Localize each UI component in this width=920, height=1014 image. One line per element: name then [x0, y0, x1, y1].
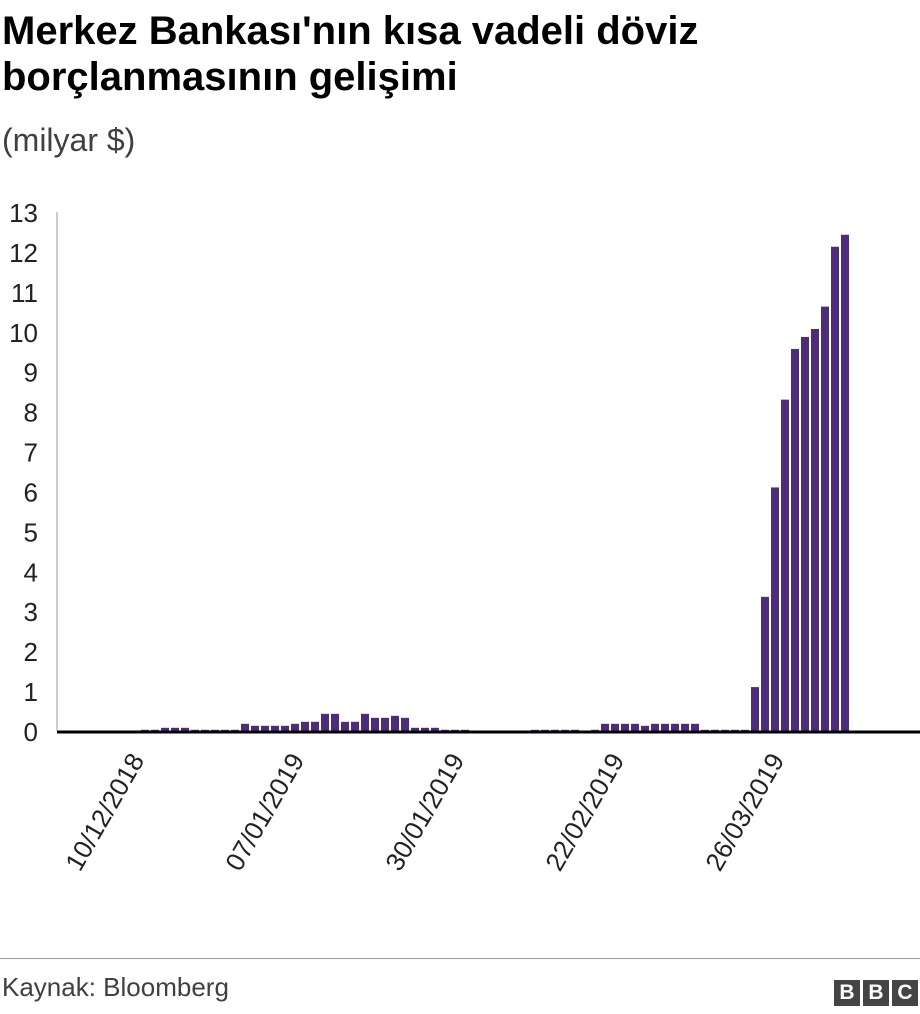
x-tick-label: 10/12/2018: [59, 748, 150, 876]
bar: [441, 729, 449, 731]
bar: [551, 729, 559, 731]
bar: [251, 725, 259, 731]
bar: [801, 336, 809, 731]
bar: [271, 725, 279, 731]
y-tick-label: 9: [24, 358, 38, 388]
x-tick-label: 30/01/2019: [379, 748, 470, 876]
bar: [321, 713, 329, 731]
bar: [371, 717, 379, 731]
y-tick-label: 2: [24, 637, 38, 667]
bar: [361, 713, 369, 731]
bar: [281, 725, 289, 731]
y-tick-label: 1: [24, 677, 38, 707]
bar: [211, 729, 219, 731]
bar: [781, 399, 789, 731]
bar: [431, 727, 439, 731]
bar: [811, 328, 819, 731]
bar: [311, 721, 319, 731]
bar: [671, 723, 679, 731]
bar: [531, 729, 539, 731]
bar: [561, 729, 569, 731]
bar: [751, 687, 759, 731]
y-tick-label: 0: [24, 717, 38, 747]
bar: [341, 721, 349, 731]
bar: [401, 717, 409, 731]
bar: [771, 487, 779, 731]
bar: [331, 713, 339, 731]
bar: [151, 729, 159, 731]
bar: [601, 723, 609, 731]
bar: [411, 727, 419, 731]
source-note: Kaynak: Bloomberg: [2, 972, 229, 1002]
bar: [731, 729, 739, 731]
bar: [171, 727, 179, 731]
bar: [571, 729, 579, 731]
bar: [351, 721, 359, 731]
bar: [711, 729, 719, 731]
y-tick-label: 3: [24, 597, 38, 627]
bar: [201, 729, 209, 731]
bar: [541, 729, 549, 731]
bar: [221, 729, 229, 731]
bar: [261, 725, 269, 731]
bar: [451, 729, 459, 731]
bar: [381, 717, 389, 731]
bar: [841, 234, 849, 731]
y-tick-label: 5: [24, 517, 38, 547]
footer-divider: [0, 958, 920, 959]
bar: [661, 723, 669, 731]
bar: [651, 723, 659, 731]
bar: [181, 727, 189, 731]
bar: [761, 596, 769, 731]
bar: [161, 727, 169, 731]
bar: [791, 348, 799, 731]
bar: [721, 729, 729, 731]
bar: [691, 723, 699, 731]
bar: [681, 723, 689, 731]
y-tick-label: 10: [9, 318, 38, 348]
y-tick-label: 12: [9, 238, 38, 268]
bar: [241, 723, 249, 731]
bar: [301, 721, 309, 731]
bar: [701, 729, 709, 731]
chart-subtitle: (milyar $): [2, 122, 136, 158]
bar: [611, 723, 619, 731]
bar: [391, 715, 399, 731]
y-tick-label: 4: [24, 557, 38, 587]
x-tick-label: 26/03/2019: [699, 748, 790, 876]
chart-title: Merkez Bankası'nın kısa vadeli döviz bor…: [2, 9, 699, 99]
bar: [191, 729, 199, 731]
bar: [231, 729, 239, 731]
bar: [641, 725, 649, 731]
bar: [291, 723, 299, 731]
bar: [821, 306, 829, 731]
y-tick-label: 11: [11, 278, 38, 308]
x-tick-label: 07/01/2019: [219, 748, 310, 876]
bar: [421, 727, 429, 731]
bar: [631, 723, 639, 731]
y-tick-label: 8: [24, 398, 38, 428]
bar: [591, 729, 599, 731]
y-tick-label: 13: [9, 198, 38, 228]
y-tick-label: 6: [24, 477, 38, 507]
y-tick-label: 7: [24, 438, 38, 468]
x-tick-label: 22/02/2019: [539, 748, 630, 876]
bar: [141, 729, 149, 731]
bar: [461, 729, 469, 731]
bar: [831, 246, 839, 731]
bar: [741, 729, 749, 731]
bar: [621, 723, 629, 731]
